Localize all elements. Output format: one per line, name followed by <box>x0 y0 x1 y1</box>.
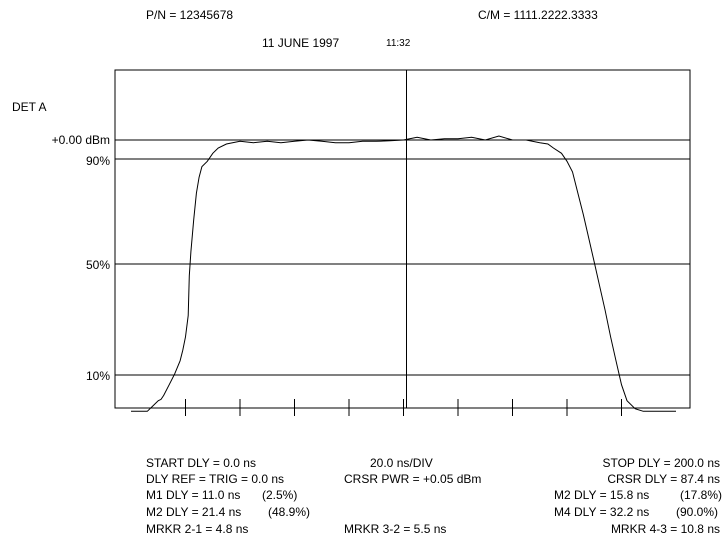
m2-dly-left: M2 DLY = 21.4 ns <box>146 505 242 519</box>
ns-per-div: 20.0 ns/DIV <box>370 456 433 470</box>
mrkr-2-1: MRKR 2-1 = 4.8 ns <box>146 522 249 536</box>
y-label-90: 90% <box>85 154 110 168</box>
y-label-10: 10% <box>85 369 110 383</box>
time-label: 11:32 <box>386 38 411 49</box>
m2-dly-right: M2 DLY = 15.8 ns <box>554 488 650 502</box>
date-label: 11 JUNE 1997 <box>262 36 340 50</box>
crsr-dly: CRSR DLY = 87.4 ns <box>607 472 720 486</box>
y-label-ref: +0.00 dBm <box>51 133 110 147</box>
detector-label: DET A <box>12 100 47 114</box>
m2-pct-right: (17.8%) <box>680 488 723 502</box>
m2-pct-left: (48.9%) <box>268 505 311 519</box>
mrkr-4-3: MRKR 4-3 = 10.8 ns <box>610 522 720 536</box>
m1-pct: (2.5%) <box>262 488 298 502</box>
y-label-50: 50% <box>85 258 110 272</box>
plot-frame <box>114 69 691 409</box>
m4-pct: (90.0%) <box>676 505 719 519</box>
m4-dly: M4 DLY = 32.2 ns <box>554 505 650 519</box>
crsr-pwr: CRSR PWR = +0.05 dBm <box>344 472 482 486</box>
pulse-trace <box>131 135 676 412</box>
stop-dly: STOP DLY = 200.0 ns <box>602 456 720 470</box>
m1-dly: M1 DLY = 11.0 ns <box>146 488 241 502</box>
start-dly: START DLY = 0.0 ns <box>146 456 256 470</box>
dly-ref: DLY REF = TRIG = 0.0 ns <box>146 472 285 486</box>
cm-number: C/M = 1111.2222.3333 <box>478 8 598 22</box>
mrkr-3-2: MRKR 3-2 = 5.5 ns <box>344 522 447 536</box>
part-number: P/N = 12345678 <box>146 8 234 22</box>
